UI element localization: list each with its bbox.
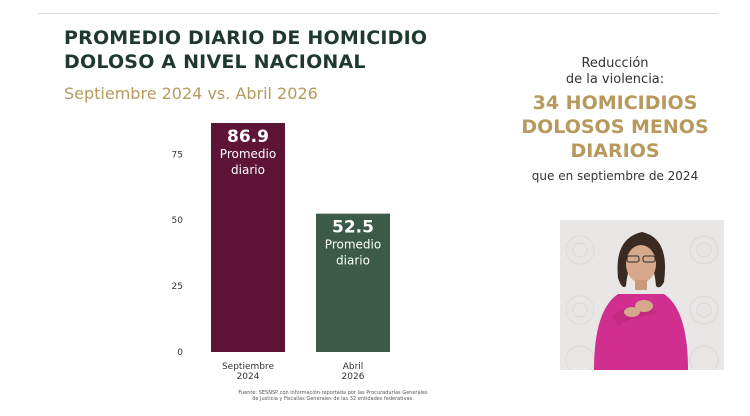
bar-sublabel: diario — [336, 254, 370, 268]
reduction-callout: Reducción de la violencia: 34 HOMICIDIOS… — [500, 56, 730, 183]
bar-chart: 025507586.9PromediodiarioSeptiembre20245… — [172, 123, 390, 382]
callout-headline: 34 HOMICIDIOS DOLOSOS MENOS DIARIOS — [500, 91, 730, 163]
y-tick-label: 25 — [172, 282, 183, 292]
callout-headline-line-1: 34 HOMICIDIOS — [532, 92, 698, 114]
y-tick-label: 0 — [177, 348, 183, 358]
y-tick-label: 75 — [172, 150, 183, 160]
callout-lead: Reducción de la violencia: — [500, 56, 730, 88]
callout-headline-line-3: DIARIOS — [570, 140, 660, 162]
y-tick-label: 50 — [172, 216, 184, 226]
bar — [211, 123, 285, 352]
callout-tail: que en septiembre de 2024 — [531, 169, 699, 183]
interpreter-image — [560, 220, 724, 370]
bar-value-label: 86.9 — [227, 127, 269, 147]
bar-sublabel: Promedio — [325, 238, 381, 252]
callout-lead-line-2: de la violencia: — [565, 72, 665, 87]
top-divider — [38, 13, 718, 14]
source-note: Fuente: SESNSP con información reportada… — [238, 390, 428, 402]
slide-title: PROMEDIO DIARIO DE HOMICIDIO DOLOSO A NI… — [64, 26, 464, 74]
slide-title-line-2: DOLOSO A NIVEL NACIONAL — [64, 51, 366, 73]
bar — [316, 213, 390, 352]
sign-language-interpreter-video — [560, 220, 724, 370]
slide-title-line-1: PROMEDIO DIARIO DE HOMICIDIO — [64, 27, 428, 49]
callout-lead-line-1: Reducción — [581, 56, 649, 71]
bar-value-label: 52.5 — [332, 218, 374, 238]
callout-headline-line-2: DOLOSOS MENOS — [521, 116, 709, 138]
x-tick-label: Septiembre — [222, 362, 275, 372]
x-tick-label: 2024 — [237, 372, 260, 382]
slide-subtitle: Septiembre 2024 vs. Abril 2026 — [64, 84, 318, 103]
x-tick-label: Abril — [343, 362, 364, 372]
x-tick-label: 2026 — [342, 372, 365, 382]
title-block: PROMEDIO DIARIO DE HOMICIDIO DOLOSO A NI… — [64, 26, 464, 103]
bar-sublabel: diario — [231, 163, 265, 177]
bar-sublabel: Promedio — [220, 147, 276, 161]
